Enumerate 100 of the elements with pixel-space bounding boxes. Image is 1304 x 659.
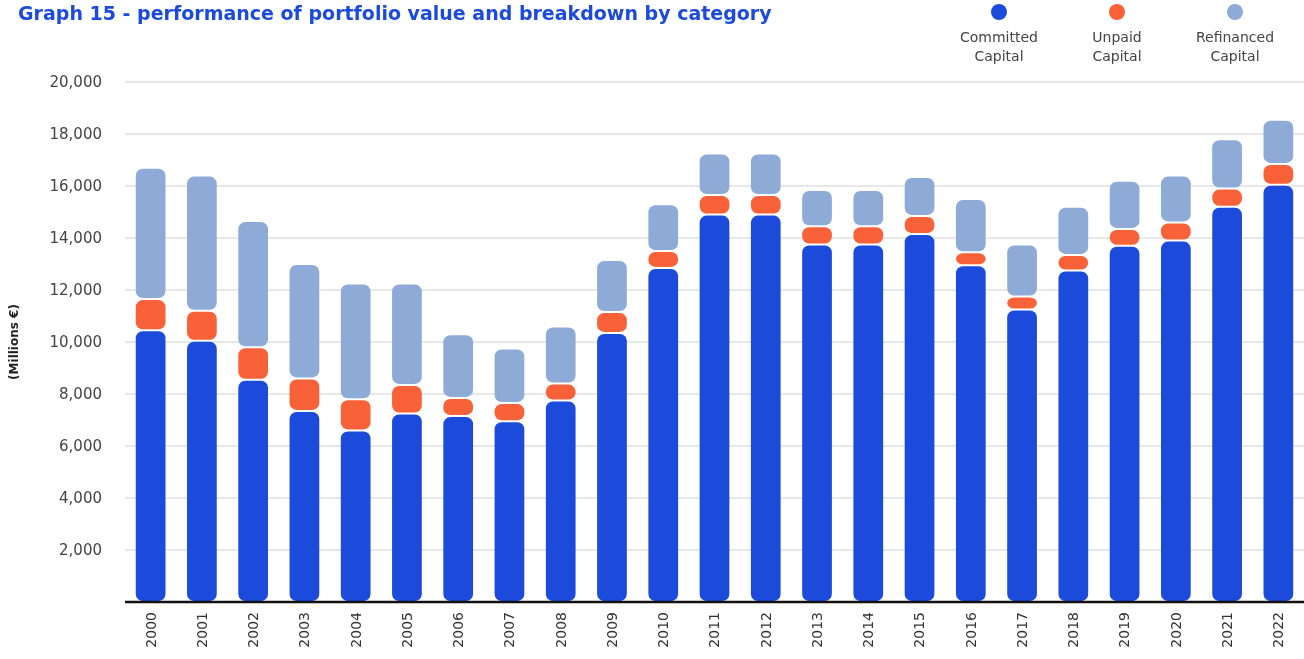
y-tick-label: 2,000 [59, 541, 102, 560]
bar [135, 168, 166, 299]
bar [750, 196, 781, 214]
x-tick-label: 2004 [347, 611, 364, 648]
x-tick-label: 2002 [245, 612, 262, 648]
bar [699, 215, 730, 601]
x-tick-label: 2018 [1065, 612, 1082, 648]
x-tick-label: 2009 [603, 612, 620, 648]
bar [392, 284, 422, 384]
x-tick-label: 2006 [450, 611, 467, 648]
bar [545, 401, 576, 601]
x-tick-label: 2014 [860, 611, 877, 648]
bar [648, 252, 679, 267]
bar [648, 268, 679, 601]
bar [289, 265, 320, 378]
bar [597, 261, 627, 312]
legend-label: Committed Capital [960, 29, 1038, 64]
bar [135, 331, 166, 601]
bar [443, 417, 474, 601]
bar [289, 411, 320, 601]
y-tick-label: 8,000 [59, 385, 102, 404]
bar [802, 190, 832, 226]
bar [699, 196, 730, 214]
bar [853, 190, 884, 226]
bar [853, 245, 884, 601]
bar [955, 266, 986, 601]
bar [802, 227, 832, 244]
bar [955, 200, 986, 252]
bar [443, 398, 474, 416]
bar [750, 154, 781, 195]
bar [1109, 229, 1140, 245]
bar [802, 245, 832, 601]
bar [545, 384, 576, 400]
bar [340, 400, 371, 430]
bar [699, 154, 730, 195]
y-tick-label: 20,000 [49, 73, 102, 92]
bar [1212, 207, 1242, 601]
bar [597, 333, 627, 601]
bar [392, 385, 422, 413]
x-tick-label: 2008 [552, 612, 569, 648]
x-tick-label: 2000 [142, 612, 159, 648]
y-axis-title: (Millions €) [7, 304, 21, 380]
bar [1109, 181, 1140, 228]
legend-label: Unpaid Capital [1092, 29, 1142, 64]
chart-title: Graph 15 - performance of portfolio value and breakdown by category [18, 2, 773, 24]
y-tick-label: 4,000 [59, 489, 102, 508]
bar [187, 176, 217, 310]
bar [238, 380, 269, 601]
bar [238, 348, 269, 379]
bar [1160, 241, 1191, 601]
bar [1263, 120, 1294, 163]
bar [853, 227, 884, 244]
x-tick-label: 2013 [808, 612, 825, 648]
x-tick-label: 2015 [911, 612, 928, 648]
bar [392, 414, 422, 601]
y-tick-label: 14,000 [49, 229, 102, 248]
x-tick-label: 2005 [398, 612, 415, 648]
bar [750, 215, 781, 601]
bar [494, 349, 525, 403]
x-tick-label: 2010 [655, 612, 672, 648]
bar [1109, 246, 1140, 601]
bar [1160, 223, 1191, 240]
bar [187, 311, 217, 340]
y-tick-label: 6,000 [59, 437, 102, 456]
bar [443, 335, 474, 397]
x-tick-label: 2021 [1219, 612, 1236, 648]
x-tick-label: 2001 [193, 612, 210, 648]
x-tick-label: 2022 [1270, 612, 1287, 648]
bar [648, 205, 679, 250]
y-tick-label: 10,000 [49, 333, 102, 352]
bar [1007, 310, 1037, 601]
bar [187, 341, 217, 601]
bar [1263, 164, 1294, 184]
x-tick-label: 2020 [1167, 612, 1184, 648]
x-tick-label: 2003 [296, 612, 313, 648]
y-tick-label: 18,000 [49, 125, 102, 144]
x-tick-label: 2016 [962, 611, 979, 648]
bar [904, 216, 935, 234]
x-tick-label: 2012 [757, 612, 774, 648]
bar [545, 327, 576, 383]
x-tick-label: 2007 [501, 612, 518, 648]
bar [289, 379, 320, 410]
x-tick-label: 2019 [1116, 612, 1133, 648]
x-tick-label: 2011 [706, 612, 723, 648]
y-tick-label: 16,000 [49, 177, 102, 196]
legend-label: Refinanced Capital [1195, 29, 1275, 64]
bar [1212, 140, 1242, 188]
bar [494, 422, 525, 601]
y-tick-label: 12,000 [49, 281, 102, 300]
bar [1212, 189, 1242, 206]
bar [1160, 176, 1191, 222]
bar [135, 300, 166, 330]
bar [904, 177, 935, 215]
bar [904, 235, 935, 601]
bar [597, 313, 627, 332]
bar [238, 222, 269, 347]
x-tick-label: 2017 [1013, 612, 1030, 648]
bar [1058, 271, 1089, 601]
bar [1058, 207, 1089, 254]
bar [340, 284, 371, 399]
